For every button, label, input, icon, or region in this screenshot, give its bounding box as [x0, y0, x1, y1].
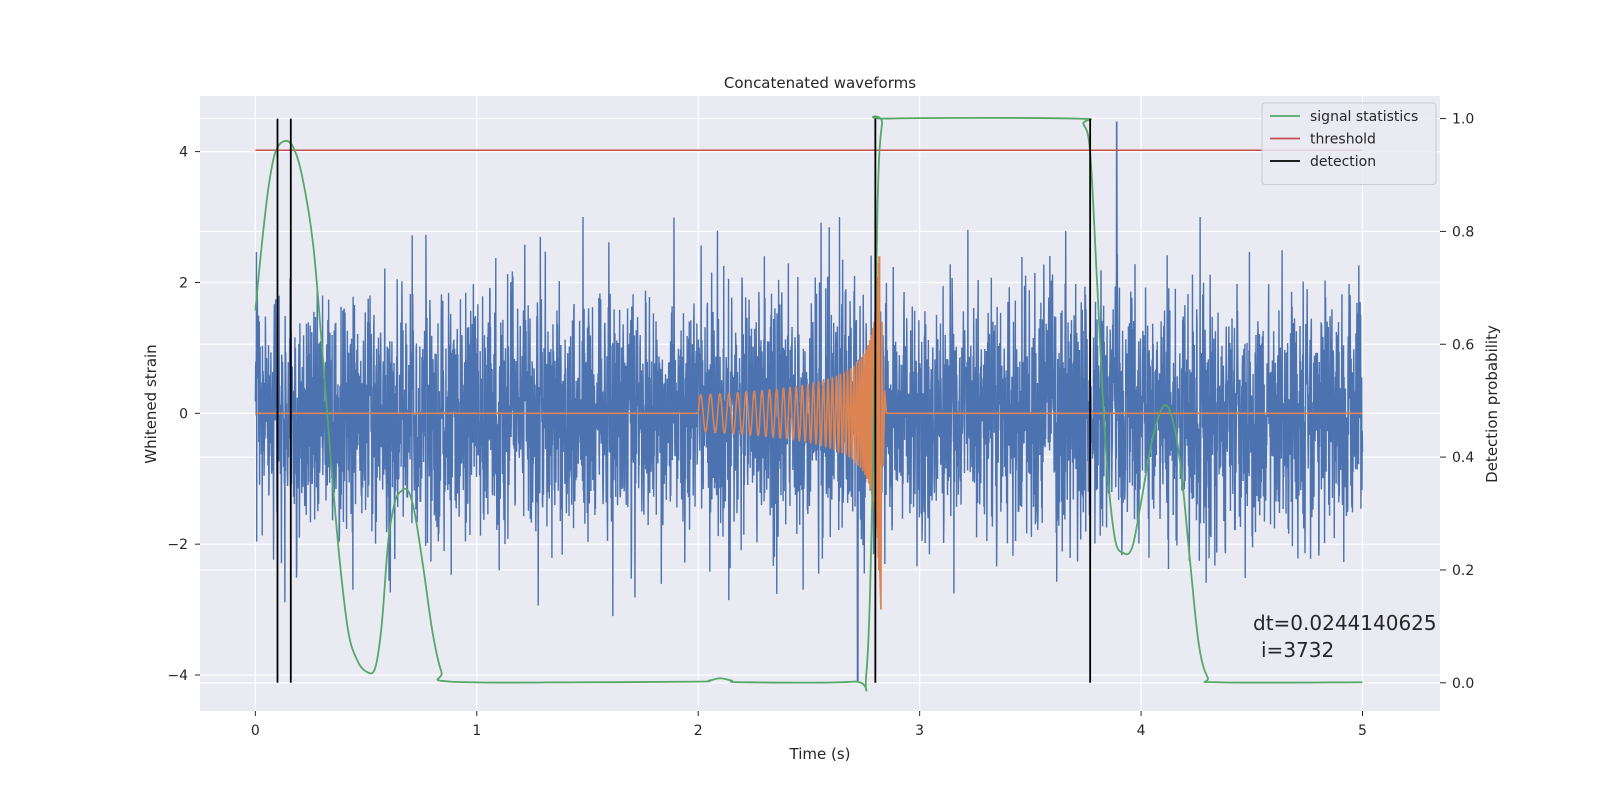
legend-label: threshold: [1310, 132, 1376, 148]
chart-title: Concatenated waveforms: [724, 74, 916, 92]
y-tick-label: −4: [167, 668, 188, 684]
y-axis-right: 0.0 0.2 0.4 0.6 0.8 1.0: [1440, 112, 1474, 692]
y2-tick-label: 0.8: [1452, 224, 1474, 240]
template-series-layer: [255, 256, 1363, 610]
y-tick-label: 0: [179, 406, 188, 422]
y2-tick-label: 0.0: [1452, 676, 1474, 692]
x-axis: 0 1 2 3 4 5: [251, 711, 1367, 739]
x-tick-label: 4: [1137, 723, 1146, 739]
y-axis-label: Whitened strain: [142, 344, 160, 463]
template-series-line: [255, 256, 1363, 610]
x-tick-label: 1: [472, 723, 481, 739]
legend-box: [1261, 102, 1437, 185]
y2-tick-label: 0.6: [1452, 337, 1474, 353]
legend-label: signal statistics: [1310, 109, 1418, 125]
signal-statistics-line: [254, 115, 1363, 692]
x-tick-label: 5: [1358, 723, 1367, 739]
y2-tick-label: 0.2: [1452, 563, 1474, 579]
legend-label: detection: [1310, 154, 1376, 170]
y-tick-label: −2: [167, 537, 188, 553]
y-axis-left: −4 −2 0 2 4: [167, 145, 200, 684]
detection-lines-layer: [276, 118, 1092, 683]
y-tick-label: 4: [179, 145, 188, 161]
y2-axis-label: Detection probability: [1483, 325, 1501, 483]
legend: signal statistics threshold detection: [1261, 102, 1437, 185]
y2-tick-label: 1.0: [1452, 112, 1474, 128]
annotation-i: i=3732: [1261, 638, 1334, 662]
signal-statistics-layer: [254, 115, 1363, 692]
y2-tick-label: 0.4: [1452, 450, 1474, 466]
annotation-dt: dt=0.0244140625: [1253, 611, 1437, 635]
x-tick-label: 3: [915, 723, 924, 739]
y-tick-label: 2: [179, 275, 188, 291]
x-axis-label: Time (s): [789, 745, 851, 763]
x-tick-label: 2: [694, 723, 703, 739]
x-tick-label: 0: [251, 723, 260, 739]
